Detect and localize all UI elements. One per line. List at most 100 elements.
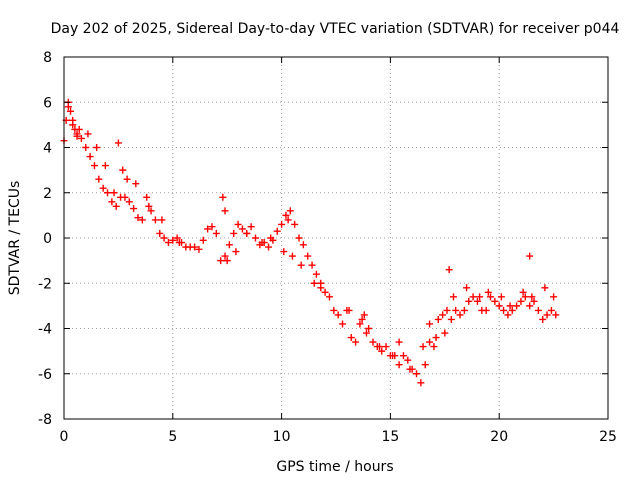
data-point bbox=[552, 311, 560, 319]
data-point bbox=[304, 252, 312, 260]
data-point bbox=[530, 297, 538, 305]
data-point bbox=[443, 306, 451, 314]
data-point bbox=[321, 288, 329, 296]
data-point bbox=[230, 229, 238, 237]
data-point bbox=[90, 162, 98, 170]
data-point bbox=[330, 306, 338, 314]
data-point bbox=[500, 306, 508, 314]
data-point bbox=[69, 116, 77, 124]
data-point bbox=[482, 306, 490, 314]
data-point bbox=[99, 184, 107, 192]
data-point bbox=[110, 189, 118, 197]
y-tick-label: 2 bbox=[43, 186, 52, 202]
data-point bbox=[64, 103, 72, 111]
data-point bbox=[132, 180, 140, 188]
data-point bbox=[112, 202, 120, 210]
data-point bbox=[543, 311, 551, 319]
data-point bbox=[104, 189, 112, 197]
data-point bbox=[426, 320, 434, 328]
data-point bbox=[358, 315, 366, 323]
data-point bbox=[460, 306, 468, 314]
data-point bbox=[143, 193, 151, 201]
data-point bbox=[465, 297, 473, 305]
data-point bbox=[278, 220, 286, 228]
data-point bbox=[362, 329, 370, 337]
y-tick-label: 6 bbox=[43, 95, 52, 111]
x-tick-label: 10 bbox=[273, 429, 291, 445]
data-point bbox=[419, 343, 427, 351]
data-point bbox=[534, 306, 542, 314]
data-point bbox=[312, 270, 320, 278]
data-point bbox=[234, 220, 242, 228]
data-point bbox=[378, 347, 386, 355]
data-point bbox=[417, 379, 425, 387]
data-point bbox=[108, 198, 116, 206]
data-point bbox=[376, 343, 384, 351]
data-point bbox=[125, 198, 133, 206]
data-point bbox=[297, 261, 305, 269]
chart-title: Day 202 of 2025, Sidereal Day-to-day VTE… bbox=[51, 21, 620, 37]
data-point bbox=[526, 252, 534, 260]
data-point bbox=[484, 288, 492, 296]
data-point bbox=[399, 352, 407, 360]
data-point bbox=[486, 293, 494, 301]
data-point bbox=[473, 297, 481, 305]
y-tick-label: -4 bbox=[38, 322, 52, 338]
data-point bbox=[317, 284, 325, 292]
data-point bbox=[463, 284, 471, 292]
y-tick-label: 8 bbox=[43, 50, 52, 66]
data-point bbox=[369, 338, 377, 346]
y-tick-label: 0 bbox=[43, 231, 52, 247]
data-point bbox=[75, 125, 83, 133]
data-point bbox=[526, 302, 534, 310]
data-point bbox=[476, 293, 484, 301]
data-point bbox=[426, 338, 434, 346]
data-point bbox=[95, 175, 103, 183]
data-point bbox=[506, 302, 514, 310]
data-point bbox=[432, 334, 440, 342]
data-point bbox=[232, 248, 240, 256]
data-point bbox=[208, 223, 216, 231]
data-point bbox=[67, 107, 75, 115]
data-point bbox=[286, 207, 294, 215]
data-point bbox=[395, 338, 403, 346]
data-point bbox=[147, 207, 155, 215]
data-point bbox=[450, 293, 458, 301]
data-point bbox=[219, 193, 227, 201]
data-point bbox=[217, 257, 225, 265]
data-point bbox=[406, 365, 414, 373]
data-point bbox=[175, 239, 183, 247]
data-point bbox=[291, 220, 299, 228]
y-tick-label: 4 bbox=[43, 141, 52, 157]
data-point bbox=[295, 234, 303, 242]
data-point bbox=[199, 236, 207, 244]
data-point bbox=[550, 293, 558, 301]
x-tick-label: 20 bbox=[490, 429, 508, 445]
data-point bbox=[151, 216, 159, 224]
data-point bbox=[273, 227, 281, 235]
data-point bbox=[360, 311, 368, 319]
data-point bbox=[539, 315, 547, 323]
data-point bbox=[508, 306, 516, 314]
data-point bbox=[225, 241, 233, 249]
x-tick-label: 15 bbox=[381, 429, 399, 445]
data-point bbox=[123, 175, 131, 183]
data-point bbox=[84, 130, 92, 138]
data-point bbox=[258, 239, 266, 247]
data-point bbox=[101, 162, 109, 170]
data-point bbox=[528, 293, 536, 301]
data-point bbox=[282, 211, 290, 219]
y-tick-label: -8 bbox=[38, 412, 52, 428]
data-point bbox=[356, 320, 364, 328]
data-point bbox=[221, 207, 229, 215]
data-point bbox=[434, 315, 442, 323]
data-point bbox=[452, 306, 460, 314]
data-point bbox=[164, 239, 172, 247]
data-point bbox=[86, 153, 94, 161]
data-point bbox=[191, 243, 199, 251]
data-point bbox=[212, 229, 220, 237]
data-point bbox=[547, 306, 555, 314]
data-point bbox=[334, 311, 342, 319]
data-point bbox=[169, 236, 177, 244]
